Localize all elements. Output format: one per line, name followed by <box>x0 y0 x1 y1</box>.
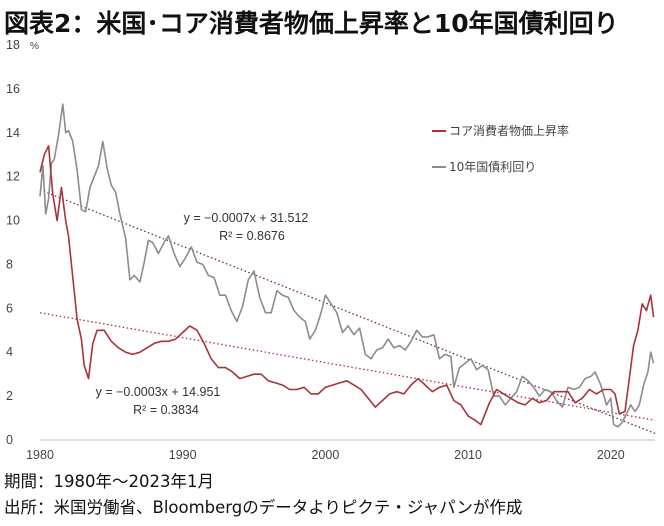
y-tick-label: 0 <box>6 433 13 447</box>
y-tick-label: 8 <box>6 257 13 271</box>
regression-equation: y = −0.0003x + 14.951 <box>96 385 221 399</box>
x-tick-label: 2000 <box>311 448 339 462</box>
regression-r2: R² = 0.3834 <box>133 403 199 417</box>
x-tick-label: 2010 <box>454 448 482 462</box>
x-tick-label: 2020 <box>597 448 625 462</box>
series-line-10y-yield <box>39 103 655 428</box>
line-chart: 0 2 4 6 8 10 12 14 16 18 % 1980 1990 2000 2010 2020 コア消… <box>6 38 656 462</box>
y-tick-label: 12 <box>6 170 20 184</box>
y-unit-label: % <box>30 41 39 52</box>
y-tick-label: 4 <box>6 345 13 359</box>
regression-r2: R² = 0.8676 <box>219 229 285 243</box>
y-tick-label: 10 <box>6 214 20 228</box>
legend-label: コア消費者物価上昇率 <box>449 123 569 138</box>
series-line-core-cpi <box>39 145 655 426</box>
y-tick-label: 14 <box>6 126 20 140</box>
x-tick-label: 1990 <box>169 448 197 462</box>
y-tick-label: 16 <box>6 82 20 96</box>
x-tick-label: 1980 <box>26 448 54 462</box>
period-note: 期間：1980年～2023年1月 <box>4 472 214 491</box>
y-tick-label: 2 <box>6 389 13 403</box>
legend-label: 10年国債利回り <box>449 159 536 174</box>
source-note: 出所：米国労働省、Bloombergのデータよりピクテ・ジャパンが作成 <box>4 498 523 517</box>
trendline-cpi <box>39 312 656 421</box>
page-title: 図表2：米国･コア消費者物価上昇率と10年国債利回り <box>4 9 619 38</box>
y-tick-label: 6 <box>6 301 13 315</box>
y-tick-label: 18 <box>6 38 20 52</box>
regression-equation: y = −0.0007x + 31.512 <box>184 211 309 225</box>
